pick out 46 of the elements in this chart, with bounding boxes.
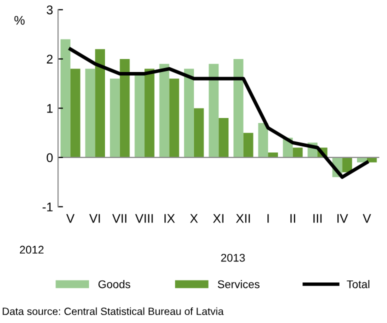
text: 2013	[221, 254, 245, 262]
bar	[95, 49, 105, 158]
y-tick-label: 3	[46, 5, 53, 14]
y-tick-label: 2	[46, 54, 53, 64]
x-tick-label: XII	[236, 214, 250, 223]
y-tick-label: 1	[47, 104, 53, 113]
line-series	[68, 47, 369, 179]
x-tick-label: IX	[164, 214, 175, 223]
bar	[243, 132, 254, 158]
y-axis-title: %	[14, 16, 25, 25]
bar	[292, 148, 303, 158]
bar	[85, 68, 96, 158]
bar	[159, 64, 170, 158]
x-tick-label: VIII	[135, 214, 153, 223]
x-tick-label: V	[66, 214, 75, 223]
x-tick-label: X	[190, 214, 198, 223]
bar	[268, 152, 278, 158]
x-tick-label: VI	[89, 214, 100, 223]
x-tick-label: V	[362, 214, 372, 223]
y-tick-label: -1	[42, 202, 53, 212]
text: 2012	[20, 246, 44, 254]
bar	[169, 78, 180, 158]
x-tick-label: III	[313, 214, 322, 223]
bar	[110, 78, 120, 158]
bar	[194, 108, 204, 158]
bar	[233, 58, 244, 158]
bar	[134, 74, 145, 158]
legend-label: Services	[218, 280, 260, 288]
legend-label: Goods	[98, 280, 130, 288]
bar	[258, 122, 268, 158]
bar	[218, 118, 229, 158]
bar	[70, 68, 80, 158]
x-tick-label: IV	[337, 214, 348, 223]
bar	[342, 157, 352, 172]
bar	[184, 68, 194, 158]
x-tick-label: I	[267, 214, 269, 223]
source-note: Data source: Central Statistical Bureau of Latvia	[2, 307, 224, 316]
x-tick-label: VII	[112, 214, 126, 223]
bar	[60, 39, 70, 158]
x-tick-label: XI	[213, 214, 224, 223]
bar	[120, 58, 130, 158]
bar	[144, 68, 154, 158]
x-tick-label: II	[290, 214, 296, 223]
bar	[208, 64, 219, 158]
legend-label: Total	[346, 280, 370, 288]
y-tick-label: 0	[46, 153, 53, 162]
